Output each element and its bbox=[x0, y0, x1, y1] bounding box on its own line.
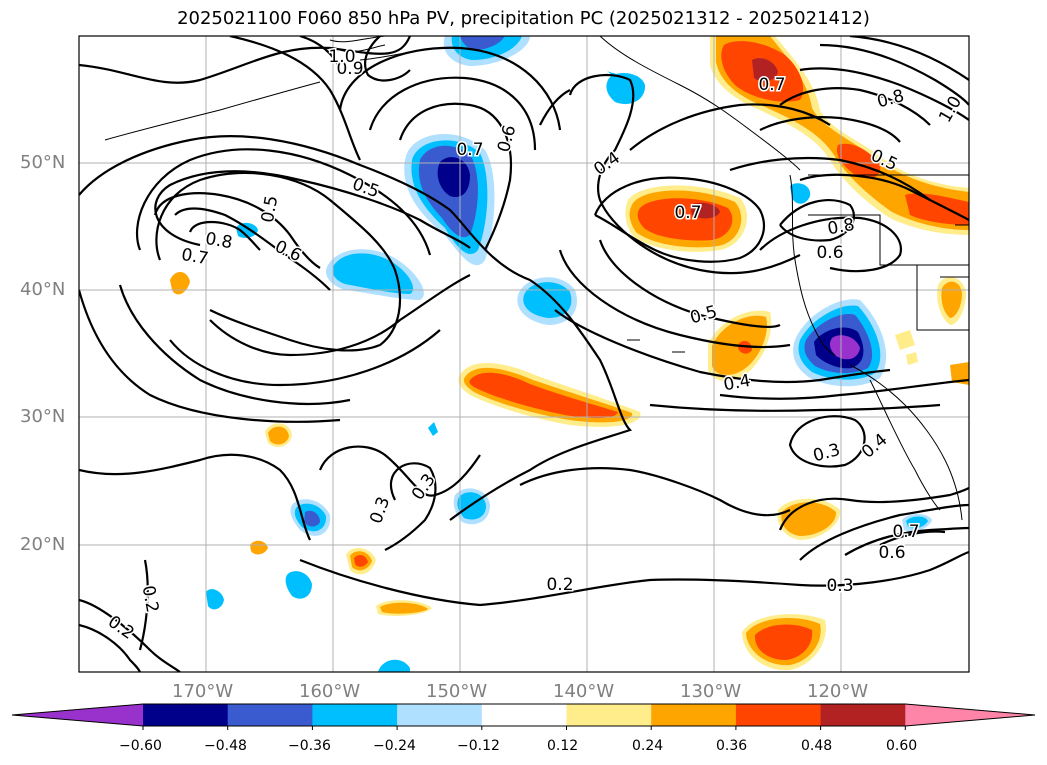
lon-label-140w: 140°W bbox=[553, 681, 615, 702]
lat-label-50n: 50°N bbox=[20, 152, 66, 173]
colorbar-tick-label: 0.12 bbox=[547, 738, 579, 754]
contour-label: 0.7 bbox=[180, 245, 210, 269]
colorbar-tick-label: 0.48 bbox=[801, 738, 833, 754]
lon-label-150w: 150°W bbox=[426, 681, 488, 702]
coastlines bbox=[104, 36, 969, 521]
contour-label: 0.3 bbox=[366, 494, 394, 526]
contour-label: 0.8 bbox=[875, 86, 906, 112]
colorbar-tick-label: −0.24 bbox=[373, 738, 416, 754]
colorbar-segment bbox=[143, 704, 229, 726]
lat-label-30n: 30°N bbox=[20, 406, 66, 427]
colorbar-tick-label: 0.36 bbox=[716, 738, 748, 754]
contour-label: 0.2 bbox=[138, 584, 162, 614]
contour-label: 0.6 bbox=[816, 243, 843, 263]
contour-label: 0.5 bbox=[350, 174, 382, 202]
contour-label: 0.4 bbox=[858, 430, 892, 463]
contour-label: 1.0 bbox=[328, 47, 355, 67]
contour-label: 0.7 bbox=[456, 140, 483, 160]
lon-label-160w: 160°W bbox=[299, 681, 361, 702]
colorbar-tick-label: −0.48 bbox=[204, 738, 247, 754]
colorbar-segment bbox=[481, 704, 567, 726]
lon-label-120w: 120°W bbox=[807, 681, 869, 702]
colorbar-tick-label: 0.60 bbox=[886, 738, 918, 754]
colorbar-extend-max bbox=[905, 704, 1035, 726]
lat-label-40n: 40°N bbox=[20, 279, 66, 300]
colorbar-tick-label: 0.24 bbox=[632, 738, 664, 754]
contour-label: 0.2 bbox=[546, 575, 573, 595]
contour-label: 0.4 bbox=[722, 371, 752, 395]
colorbar-segment bbox=[312, 704, 398, 726]
colorbar-segment bbox=[397, 704, 483, 726]
contour-label: 0.9 bbox=[336, 59, 363, 79]
lon-label-130w: 130°W bbox=[680, 681, 742, 702]
colorbar-tick-label: −0.36 bbox=[288, 738, 331, 754]
contour-label: 0.3 bbox=[811, 440, 842, 466]
pv-contours bbox=[79, 36, 969, 672]
contour-label: 0.3 bbox=[826, 576, 853, 596]
colorbar-segment bbox=[227, 704, 313, 726]
contour-label: 0.8 bbox=[826, 215, 856, 239]
contour-label: 0.6 bbox=[494, 123, 520, 154]
contour-label: 0.4 bbox=[590, 148, 624, 180]
colorbar-tick-label: −0.12 bbox=[457, 738, 500, 754]
contour-label: 0.6 bbox=[878, 543, 905, 563]
contour-label: 0.7 bbox=[892, 522, 919, 542]
contour-label: 0.6 bbox=[272, 237, 305, 267]
contour-label: 0.7 bbox=[758, 75, 785, 95]
colorbar-tick-label: −0.60 bbox=[119, 738, 162, 754]
lon-label-170w: 170°W bbox=[172, 681, 234, 702]
colorbar-segment bbox=[566, 704, 652, 726]
colorbar-segment bbox=[735, 704, 822, 726]
colorbar-segment bbox=[651, 704, 737, 726]
contour-label: 0.7 bbox=[674, 203, 701, 223]
lat-label-20n: 20°N bbox=[20, 534, 66, 555]
chart-title: 2025021100 F060 850 hPa PV, precipitatio… bbox=[177, 8, 870, 29]
contour-label: 0.5 bbox=[688, 302, 719, 328]
colorbar bbox=[11, 703, 1036, 730]
contour-label: 0.5 bbox=[258, 194, 282, 224]
colorbar-segment bbox=[820, 704, 906, 726]
colorbar-extend-min bbox=[12, 704, 143, 726]
